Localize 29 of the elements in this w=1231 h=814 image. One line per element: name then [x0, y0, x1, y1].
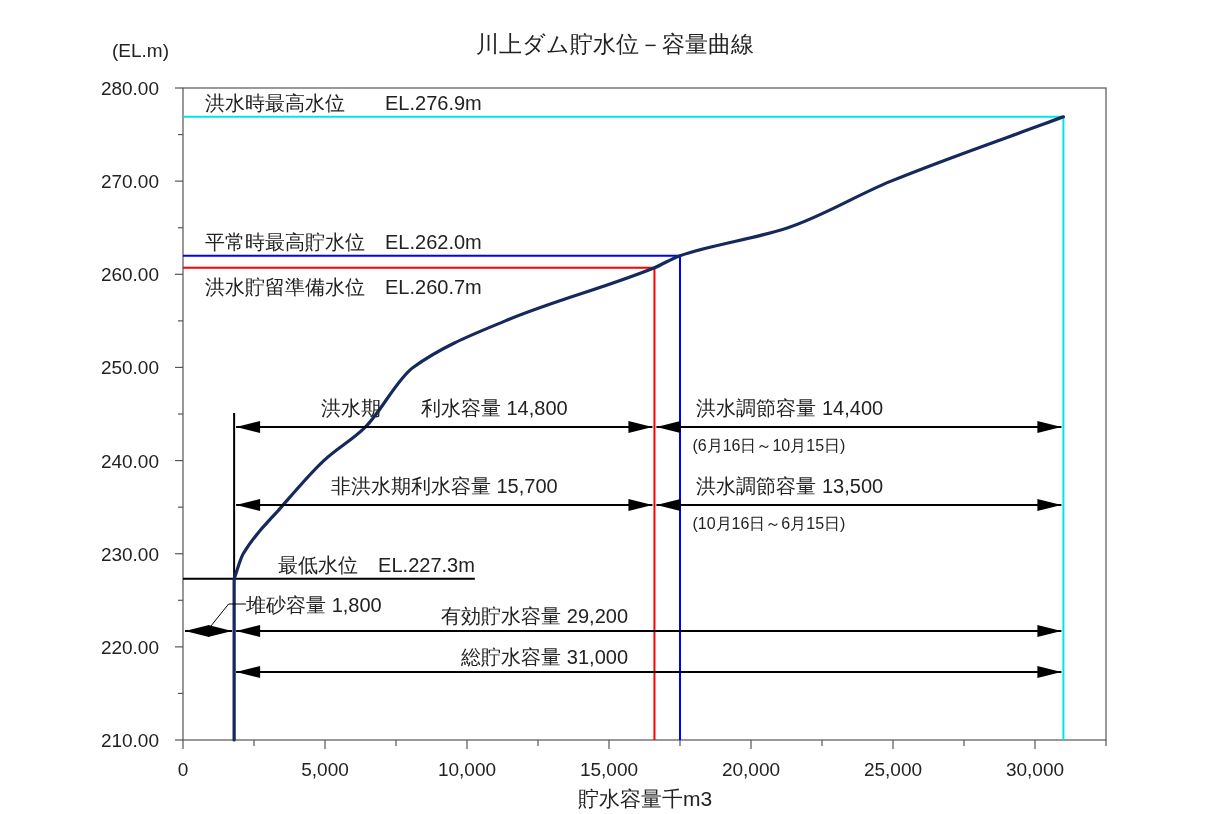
y-tick-label: 220.00	[100, 636, 159, 658]
y-tick-label: 230.00	[100, 543, 159, 565]
x-tick-label: 10,000	[437, 759, 497, 780]
annotation: 洪水調節容量 13,500 (10月16日～6月15日)	[692, 475, 884, 532]
x-tick-label: 5,000	[301, 759, 349, 780]
y-tick-label: 250.00	[100, 357, 159, 379]
x-tick-label: 0	[177, 759, 189, 780]
y-axis-title: (EL.m)	[112, 40, 169, 61]
x-axis-title: 貯水容量千m3	[577, 787, 713, 810]
y-tick-label: 260.00	[100, 264, 159, 286]
x-tick-label: 25,000	[863, 759, 923, 780]
y-tick-label: 280.00	[100, 78, 159, 99]
x-tick-label: 15,000	[579, 759, 639, 780]
ref-line-label: 平常時最高貯水位 EL.262.0m	[205, 230, 482, 253]
y-tick-label: 240.00	[100, 450, 159, 472]
annotation: 堆砂容量 1,800	[245, 594, 382, 616]
x-tick-label: 20,000	[721, 759, 781, 780]
ref-line-label: 最低水位 EL.227.3m	[278, 553, 475, 576]
x-tick-label: 30,000	[1005, 759, 1065, 780]
chart-title: 川上ダム貯水位－容量曲線	[476, 31, 754, 57]
annotation: 洪水期 利水容量 14,800	[320, 397, 568, 419]
annotation: 総貯水容量 31,000	[460, 646, 629, 668]
ref-line-label: 洪水貯留準備水位 EL.260.7m	[205, 275, 482, 298]
ref-line-label: 洪水時最高水位 EL.276.9m	[205, 91, 482, 114]
annotation: 非洪水期利水容量 15,700	[330, 475, 558, 497]
y-tick-label: 270.00	[100, 171, 159, 193]
annotation: 洪水調節容量 14,400 (6月16日～10月15日)	[692, 397, 884, 454]
annotation: 有効貯水容量 29,200	[441, 605, 629, 627]
y-tick-label: 210.00	[100, 730, 159, 751]
